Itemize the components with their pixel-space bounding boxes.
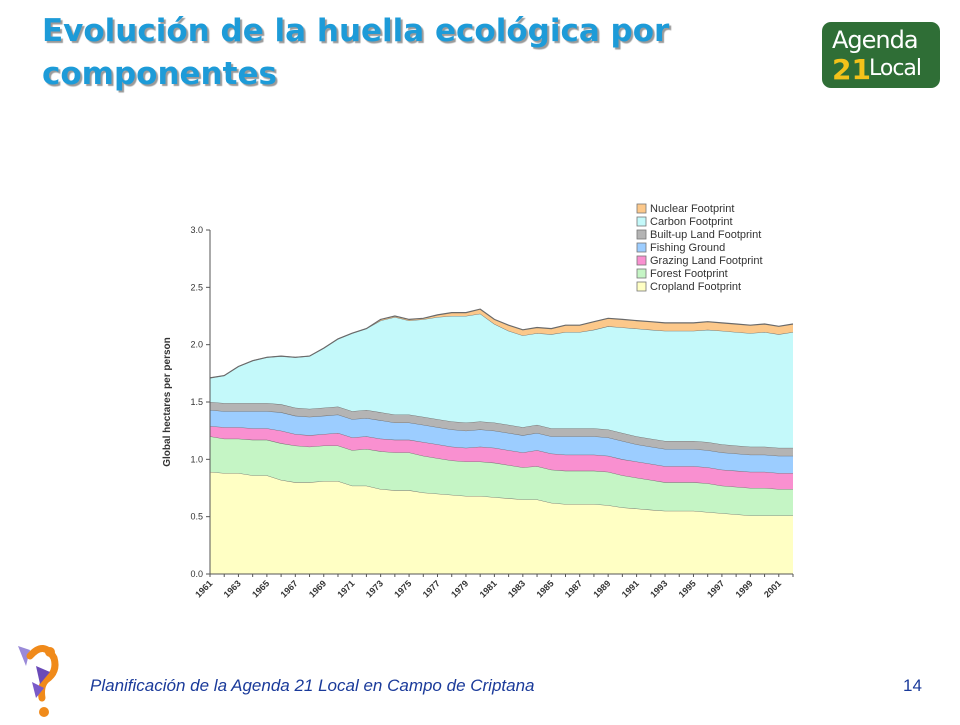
y-axis-label: Global hectares per person [162, 337, 173, 467]
x-tick-label: 1979 [449, 578, 470, 599]
slide-title: Evolución de la huella ecológica por com… [42, 13, 670, 92]
area-fishing-ground [210, 410, 793, 474]
x-ticks: 1961 1963 1965 1967 1969 1971 1973 1975 1977 1979… [193, 574, 794, 600]
x-tick-label: 1965 [250, 578, 271, 599]
agenda21-logo: Agenda 21 Local [822, 22, 940, 88]
x-tick-label: 2001 [762, 578, 783, 599]
y-ticks: 0.0 0.5 1.0 1.5 2.0 2.5 3.0 [190, 225, 210, 579]
legend-swatch [636, 281, 647, 292]
x-tick-label: 1991 [620, 578, 641, 599]
legend-swatch [636, 203, 647, 214]
x-tick-label: 1969 [307, 578, 328, 599]
legend-label: Grazing Land Footprint [650, 255, 763, 267]
x-tick-label: 1993 [648, 578, 669, 599]
area-built-up-land-footprint [210, 402, 793, 456]
x-tick-label: 1967 [278, 578, 299, 599]
legend-swatch [636, 242, 647, 253]
legend-swatch [636, 255, 647, 266]
area-edge-7 [209, 308, 794, 379]
area-carbon-footprint [210, 313, 793, 448]
x-tick-label: 1963 [222, 578, 243, 599]
logo-text-local: Local [869, 56, 922, 81]
x-tick-label: 1999 [734, 578, 755, 599]
y-tick-label: 2.0 [190, 340, 203, 350]
area-grazing-land-footprint [210, 426, 793, 490]
footer-text: Planificación de la Agenda 21 Local en C… [90, 676, 535, 695]
y-tick-label: 0.0 [190, 569, 203, 579]
mascot-figure [10, 636, 70, 725]
legend-swatch [636, 216, 647, 227]
x-tick-label: 1975 [392, 578, 413, 599]
x-tick-label: 1977 [421, 578, 442, 599]
legend-label: Cropland Footprint [650, 281, 741, 293]
logo-text-21: 21 [832, 53, 871, 86]
y-tick-label: 1.0 [190, 454, 203, 464]
y-tick-label: 2.5 [190, 282, 203, 292]
legend-label: Fishing Ground [650, 242, 725, 254]
x-tick-label: 1997 [705, 578, 726, 599]
x-tick-label: 1973 [364, 578, 385, 599]
legend-label: Carbon Footprint [650, 216, 733, 228]
x-tick-label: 1981 [478, 578, 499, 599]
page-number: 14 [903, 676, 922, 695]
area-edge-4 [209, 409, 793, 457]
x-tick-label: 1983 [506, 578, 527, 599]
footprint-area-chart: 0.00.51.01.52.02.53.0 1961 1963 1965 1967 19… [162, 203, 794, 600]
x-tick-label: 1995 [677, 578, 698, 599]
legend-swatch [636, 229, 647, 240]
logo-text-agenda: Agenda [832, 26, 919, 54]
x-tick-label: 1987 [563, 578, 584, 599]
x-tick-label: 1985 [534, 578, 555, 599]
legend-swatch [636, 268, 647, 279]
area-cropland-footprint [210, 471, 793, 574]
x-tick-label: 1989 [591, 578, 612, 599]
x-tick-label: 1961 [193, 578, 214, 599]
legend-label: Built-up Land Footprint [650, 229, 761, 241]
y-tick-label: 1.5 [190, 397, 203, 407]
area-nuclear-footprint [210, 309, 793, 378]
area-forest-footprint [210, 436, 793, 516]
x-tick-label: 1971 [335, 578, 356, 599]
legend-label: Nuclear Footprint [650, 203, 734, 215]
chart-areas [209, 308, 794, 574]
y-tick-label: 0.5 [190, 512, 203, 522]
legend-label: Forest Footprint [650, 268, 728, 280]
y-tick-label: 3.0 [190, 225, 203, 235]
